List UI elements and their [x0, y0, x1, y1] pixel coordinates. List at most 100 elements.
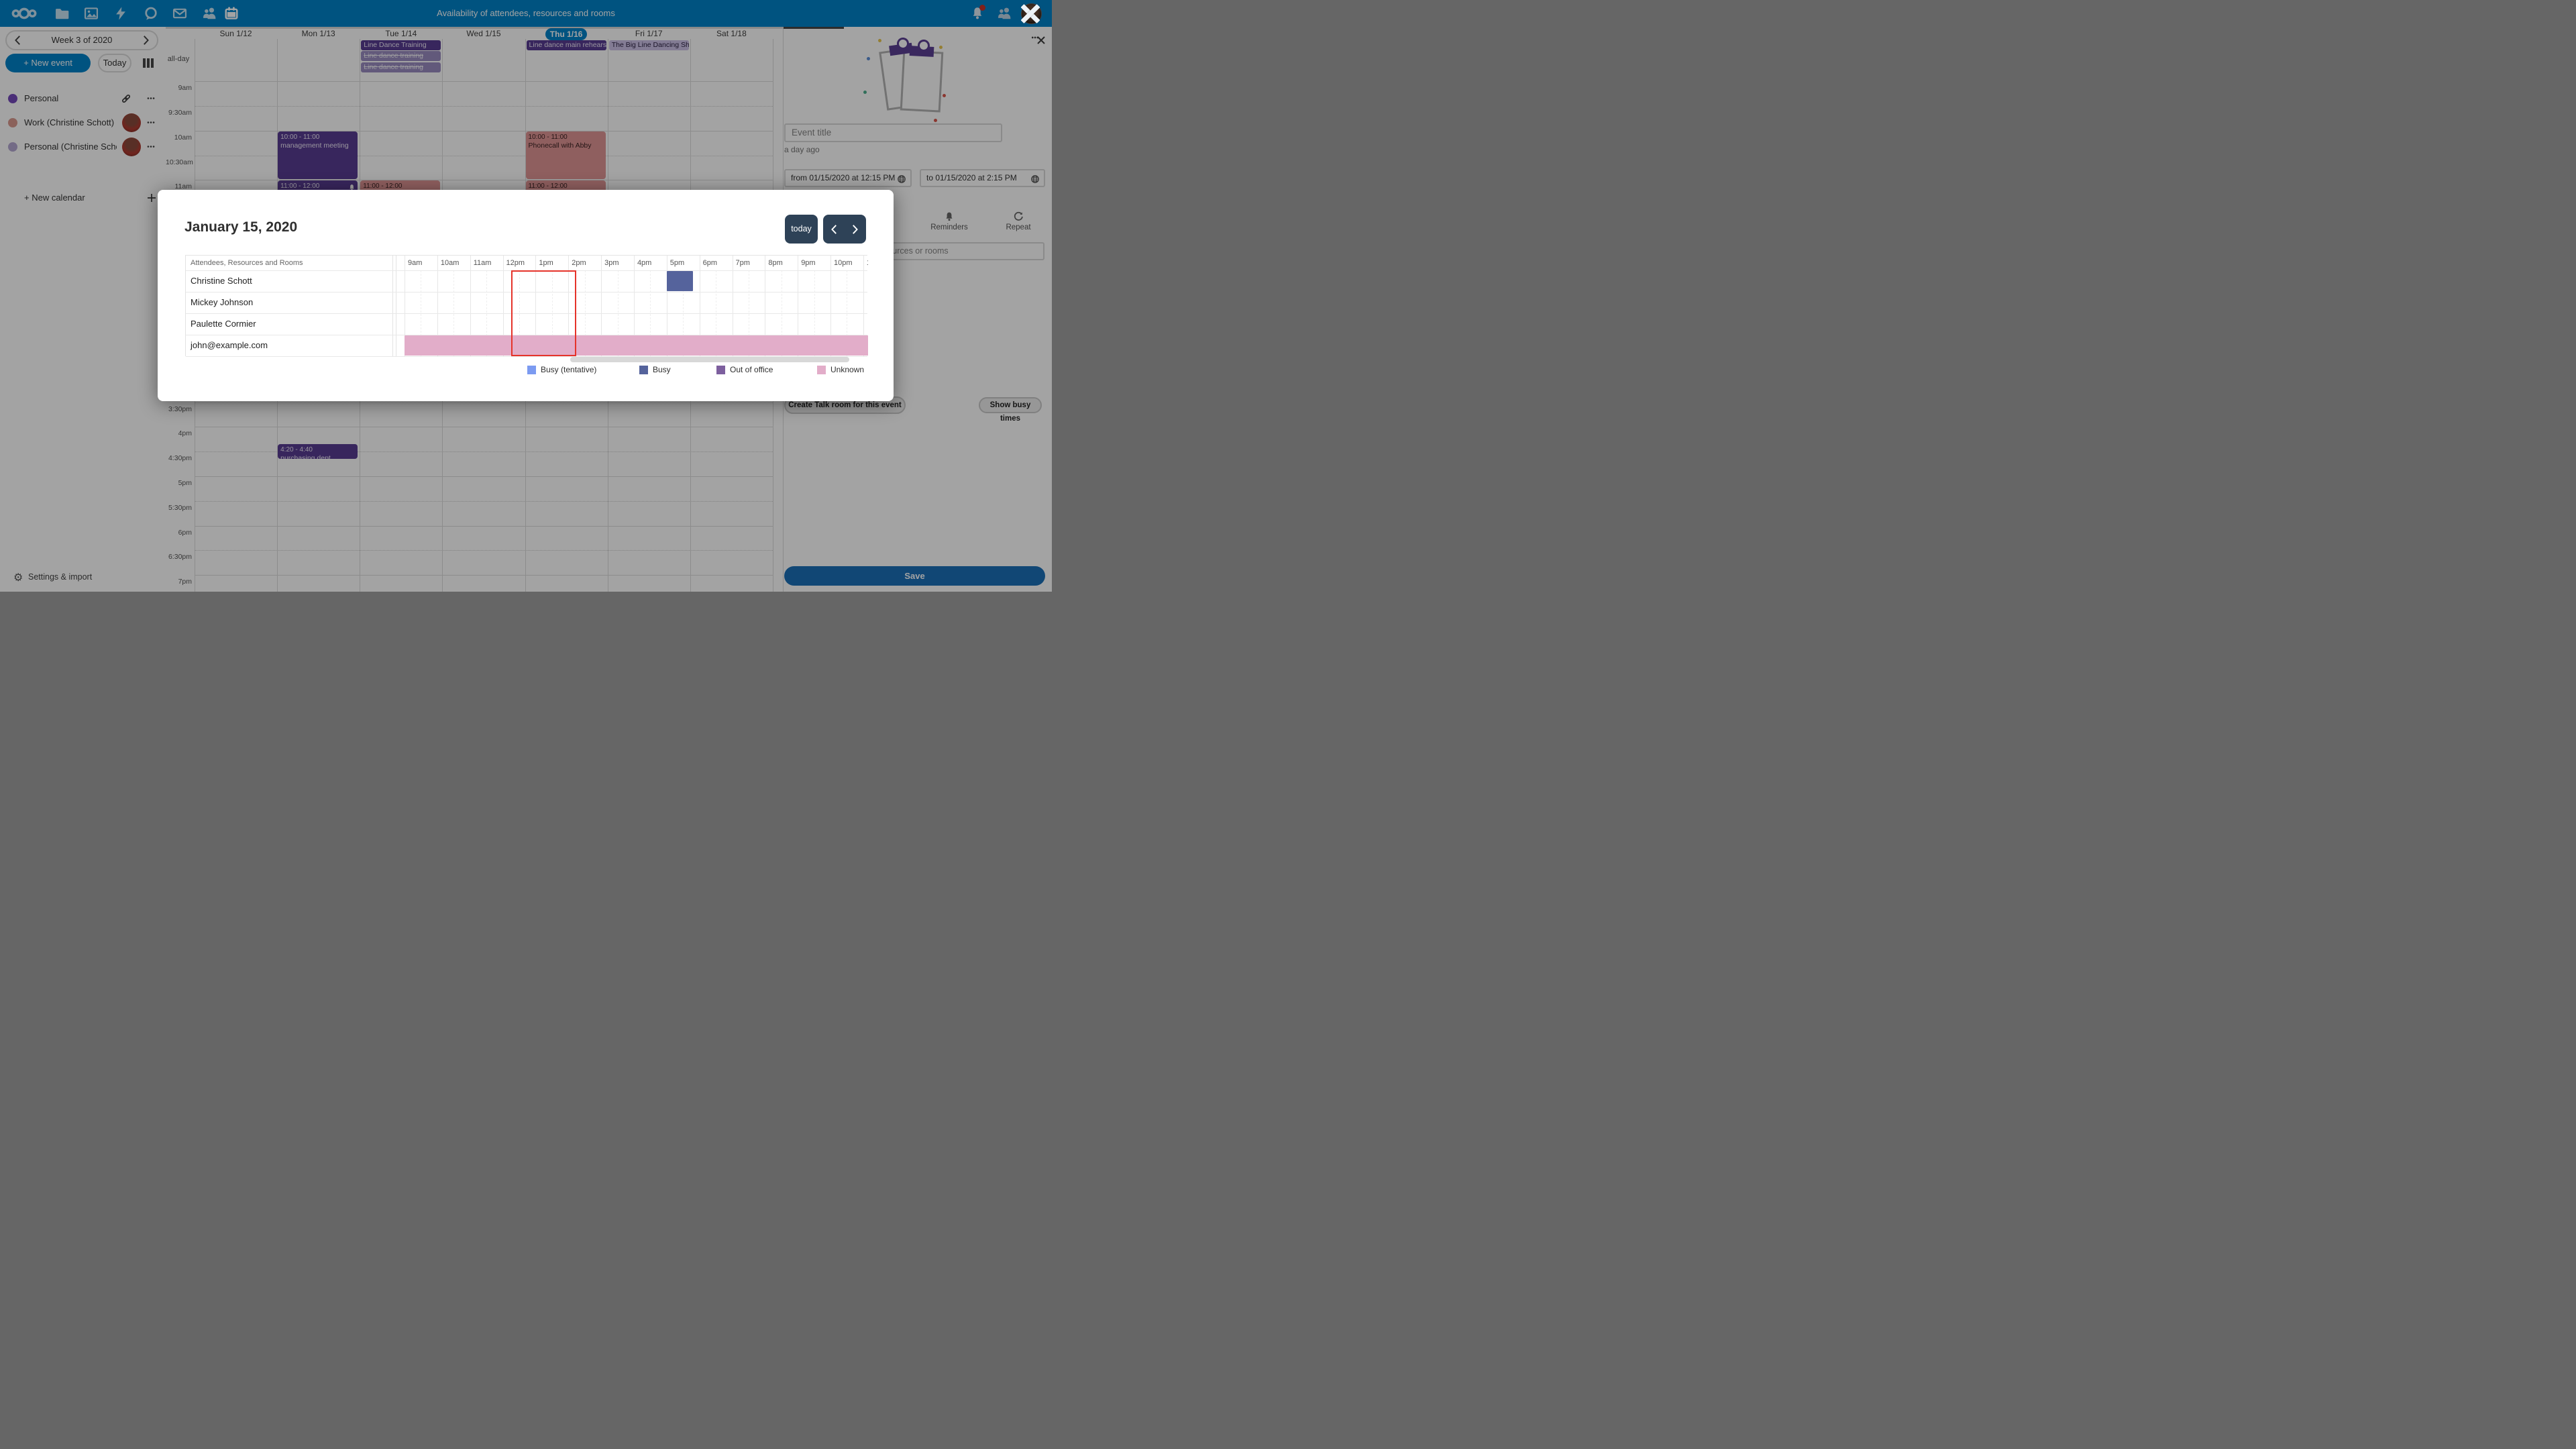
time-gutter-label: 9am: [178, 84, 192, 93]
next-day-button[interactable]: [849, 223, 861, 235]
plus-icon[interactable]: [146, 193, 157, 203]
grid-hour-label: 12pm: [506, 259, 525, 267]
new-calendar-label[interactable]: + New calendar: [24, 193, 85, 203]
legend-label: Busy: [653, 365, 671, 374]
event-title: management meeting: [280, 141, 349, 150]
event-time: 10:00 - 11:00: [280, 133, 320, 141]
to-datetime-field[interactable]: to 01/15/2020 at 2:15 PM: [920, 169, 1045, 187]
grid-hour-line: [863, 256, 864, 356]
day-header[interactable]: Wed 1/15: [466, 29, 501, 38]
grid-hour-line: [502, 256, 504, 356]
settings-import[interactable]: ⚙ Settings & import: [0, 568, 166, 586]
tab-repeat[interactable]: Repeat: [988, 211, 1049, 234]
calendar-menu-icon[interactable]: [145, 118, 157, 127]
all-day-event[interactable]: Line dance main rehearsal: [526, 40, 606, 50]
mail-icon[interactable]: [172, 6, 187, 21]
from-value: from 01/15/2020 at 12:15 PM: [791, 173, 896, 182]
all-day-event[interactable]: Line dance training: [361, 51, 441, 62]
day-header[interactable]: Sun 1/12: [219, 29, 252, 38]
contacts-icon[interactable]: [202, 6, 217, 21]
photos-icon[interactable]: [84, 6, 99, 21]
event-time: 10:00 - 11:00: [528, 133, 568, 141]
activity-icon[interactable]: [113, 6, 128, 21]
calendar-color-dot: [8, 142, 17, 152]
view-toggle-icon[interactable]: [143, 58, 154, 68]
availability-table-header: Attendees, Resources and Rooms: [191, 259, 303, 267]
next-week-button[interactable]: [140, 34, 152, 46]
calendar-color-dot: [8, 118, 17, 127]
calendar-event[interactable]: 4:20 - 4:40 purchasing dept: [278, 443, 358, 460]
event-title-input[interactable]: Event title: [784, 123, 1002, 142]
all-day-event[interactable]: Line dance training: [361, 62, 441, 72]
share-link-icon[interactable]: [121, 93, 131, 104]
tab-reminders[interactable]: Reminders: [919, 211, 979, 234]
half-hour-line: [195, 402, 773, 403]
all-day-event[interactable]: The Big Line Dancing Show: [608, 40, 689, 50]
talk-icon[interactable]: [144, 6, 158, 21]
all-day-event[interactable]: Line Dance Training: [361, 40, 441, 50]
availability-modal: January 15, 2020 today Attendees, Resour…: [158, 190, 894, 401]
nextcloud-logo-icon[interactable]: [11, 6, 38, 21]
calendar-menu-icon[interactable]: [145, 142, 157, 151]
show-busy-times-button[interactable]: Show busy times: [979, 397, 1042, 423]
hour-line: [195, 476, 773, 477]
all-day-label: all-day: [167, 55, 190, 63]
save-button[interactable]: Save: [784, 566, 1045, 586]
calendar-row[interactable]: Personal (Christine Scho…): [0, 135, 166, 159]
grid-hour-label: 1pm: [539, 259, 553, 267]
calendar-row[interactable]: Work (Christine Schott): [0, 111, 166, 135]
repeat-icon: [1013, 211, 1024, 222]
confetti-dot: [867, 57, 870, 60]
time-gutter-label: 11am: [174, 182, 193, 191]
attendee-menu-icon[interactable]: [1029, 33, 1041, 41]
contacts-menu-icon[interactable]: [997, 6, 1012, 21]
week-label[interactable]: Week 3 of 2020: [51, 35, 113, 45]
confetti-dot: [934, 119, 937, 122]
attendee-name: Mickey Johnson: [191, 297, 254, 307]
calendar-name[interactable]: Work (Christine Schott): [24, 117, 115, 127]
calendar-event[interactable]: 10:00 - 11:00 management meeting: [278, 131, 358, 180]
close-icon[interactable]: [1036, 35, 1046, 46]
time-gutter-label: 4pm: [178, 429, 192, 438]
grid-horizontal-scrollbar[interactable]: [570, 357, 849, 362]
calendar-event[interactable]: 10:00 - 11:00 Phonecall with Abby: [525, 131, 606, 180]
new-event-button[interactable]: + New event: [5, 54, 91, 72]
globe-icon[interactable]: [1030, 174, 1040, 183]
event-title: Phonecall with Abby: [528, 141, 592, 150]
new-calendar-row[interactable]: + New calendar: [0, 186, 166, 210]
day-header[interactable]: Sat 1/18: [716, 29, 747, 38]
previous-week-button[interactable]: [12, 34, 24, 46]
calendar-icon[interactable]: [224, 6, 239, 21]
day-header[interactable]: Mon 1/13: [301, 29, 335, 38]
globe-icon[interactable]: [897, 174, 906, 183]
grid-hour-line: [535, 256, 537, 356]
calendar-menu-icon[interactable]: [145, 94, 157, 103]
week-switcher: Week 3 of 2020: [5, 30, 158, 50]
availability-table: Attendees, Resources and Rooms Christine…: [185, 255, 868, 357]
grid-hour-label: 8pm: [768, 259, 783, 267]
calendar-owner-avatar: [122, 113, 141, 132]
event-title: purchasing dept: [280, 453, 331, 460]
active-tab-underline: [784, 27, 844, 29]
hour-line: [195, 81, 773, 83]
legend-swatch: [817, 366, 826, 374]
grid-hour-line: [437, 256, 438, 356]
calendar-name[interactable]: Personal: [24, 93, 59, 103]
previous-day-button[interactable]: [828, 223, 841, 235]
files-icon[interactable]: [54, 6, 69, 21]
from-datetime-field[interactable]: from 01/15/2020 at 12:15 PM: [784, 169, 912, 187]
availability-grid: 9am 10am 11am 12pm 1pm 2pm 3pm 4pm 5pm 6pm 7pm 8pm 9…: [392, 256, 868, 356]
grid-hour-label: 11pm: [867, 256, 868, 270]
calendar-name[interactable]: Personal (Christine Scho…): [24, 142, 117, 152]
half-hour-line: [195, 550, 773, 551]
day-header[interactable]: Fri 1/17: [635, 29, 663, 38]
modal-today-button[interactable]: today: [785, 215, 818, 244]
today-button[interactable]: Today: [98, 54, 131, 72]
calendar-row[interactable]: Personal: [0, 87, 166, 111]
gear-icon: ⚙: [13, 572, 23, 584]
calendar-color-dot: [8, 94, 17, 103]
notifications-bell-icon[interactable]: [970, 5, 985, 21]
day-header[interactable]: Tue 1/14: [385, 29, 417, 38]
grid-hour-label: 10am: [440, 259, 460, 267]
day-header[interactable]: Thu 1/16: [545, 28, 588, 40]
